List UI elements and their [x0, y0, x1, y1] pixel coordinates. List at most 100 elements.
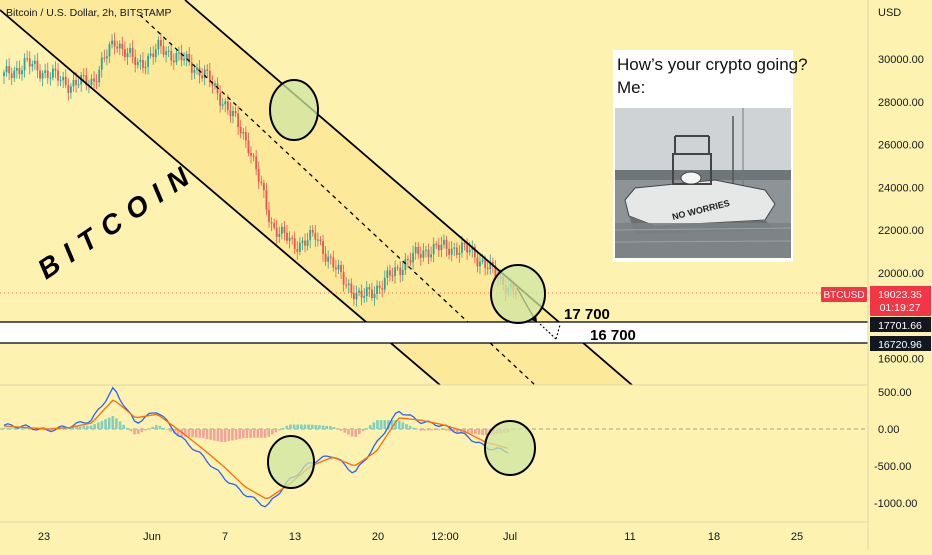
candle-body [208, 70, 211, 83]
candle-body [257, 169, 260, 182]
symbol-title[interactable]: Bitcoin / U.S. Dollar, 2h, BITSTAMP [6, 7, 172, 19]
histogram-bar [358, 429, 361, 435]
channel-upper-line[interactable] [184, 0, 633, 386]
histogram-bar [89, 425, 93, 429]
candle-body [8, 66, 11, 74]
price-candles [3, 32, 517, 307]
candle-body [62, 76, 65, 81]
histogram-bar [194, 429, 198, 438]
histogram-bar [205, 429, 209, 440]
candle-body [72, 79, 75, 87]
candle-body [69, 86, 72, 93]
histogram-bar [408, 425, 412, 429]
last-price-text: 19023.35 [878, 289, 922, 301]
candle-body [28, 58, 31, 67]
candle-body [306, 240, 309, 246]
histogram-bar [75, 426, 78, 429]
candle-body [139, 60, 142, 63]
candle-body [450, 248, 453, 255]
histogram-bar [220, 429, 223, 443]
histogram-bar [136, 429, 140, 434]
candle-body [363, 296, 366, 298]
candle-body [291, 237, 294, 239]
histogram-bar [96, 422, 100, 429]
histogram-bar [24, 428, 28, 429]
candle-body [100, 57, 103, 70]
highlight-circle-3 [267, 435, 315, 489]
level-2-badge[interactable] [870, 336, 931, 351]
histogram-bar [474, 429, 477, 435]
candle-body [262, 183, 265, 191]
candle-body [183, 58, 186, 61]
candle-body [129, 47, 131, 53]
forecast-arrow-2b [555, 324, 561, 340]
histogram-bar [332, 427, 336, 429]
time-tick-label: 11 [624, 531, 635, 543]
candle-body [147, 55, 149, 67]
histogram-bar [350, 429, 354, 437]
time-tick-label: Jun [143, 531, 161, 543]
candle-body [401, 269, 404, 276]
candle-body [304, 240, 306, 246]
candle-body [41, 72, 44, 79]
candle-body [126, 52, 129, 58]
level-2-text: 16720.96 [878, 339, 922, 351]
price-axis-panel[interactable] [868, 0, 932, 550]
histogram-bar [2, 428, 6, 429]
histogram-bar [430, 429, 434, 431]
price-tick-label: 20000.00 [878, 268, 924, 280]
candle-body [327, 256, 330, 262]
candle-body [260, 181, 263, 184]
last-price-badge[interactable] [870, 286, 931, 316]
candle-body [221, 104, 224, 106]
histogram-bar [20, 428, 24, 429]
histogram-bar [86, 425, 89, 429]
time-tick-label: 7 [222, 531, 228, 543]
candle-body [95, 81, 98, 83]
candle-body [170, 50, 173, 61]
candle-body [319, 239, 322, 241]
candle-body [412, 253, 414, 263]
histogram-bar [289, 424, 292, 429]
symbol-badge[interactable] [821, 287, 867, 302]
candle-body [54, 68, 57, 71]
oscillator-tick-label: -1000.00 [874, 498, 917, 510]
candle-body [293, 238, 296, 250]
highlight-circle-4 [484, 420, 536, 476]
histogram-bar [227, 429, 231, 442]
histogram-bar [49, 429, 53, 431]
candle-body [136, 62, 139, 66]
time-axis-ticks[interactable]: 23 Jun 7 13 20 12:00 Jul 11 18 25 [38, 531, 803, 543]
candle-body [371, 289, 373, 298]
candle-body [44, 70, 47, 73]
candle-body [10, 73, 13, 79]
histogram-bar [133, 429, 136, 435]
histogram-bar [368, 425, 372, 429]
meme-caption-line2: Me: [617, 78, 646, 97]
histogram-bar [347, 429, 350, 435]
candle-body [473, 246, 476, 258]
histogram-bar [129, 429, 133, 432]
candle-body [152, 53, 155, 58]
histogram-bar [118, 421, 122, 429]
countdown-text: 01:19:27 [880, 302, 921, 314]
histogram-bar [376, 420, 379, 429]
candle-body [180, 52, 183, 61]
price-tick-label: 28000.00 [878, 97, 924, 109]
currency-label: USD [878, 7, 901, 19]
histogram-bar [187, 429, 191, 437]
candle-body [121, 43, 124, 49]
level-1-badge[interactable] [870, 317, 931, 332]
histogram-bar [372, 422, 376, 429]
candle-body [175, 53, 178, 63]
bitcoin-label: BITCOIN [32, 156, 203, 285]
histogram-bar [383, 420, 387, 429]
histogram-bar [234, 429, 238, 440]
histogram-bar [434, 429, 437, 431]
candle-body [85, 75, 88, 86]
price-tick-label: 26000.00 [878, 140, 924, 152]
oscillator-axis-ticks: 500.00 0.00 -500.00 -1000.00 [874, 387, 917, 510]
candle-body [75, 79, 77, 85]
